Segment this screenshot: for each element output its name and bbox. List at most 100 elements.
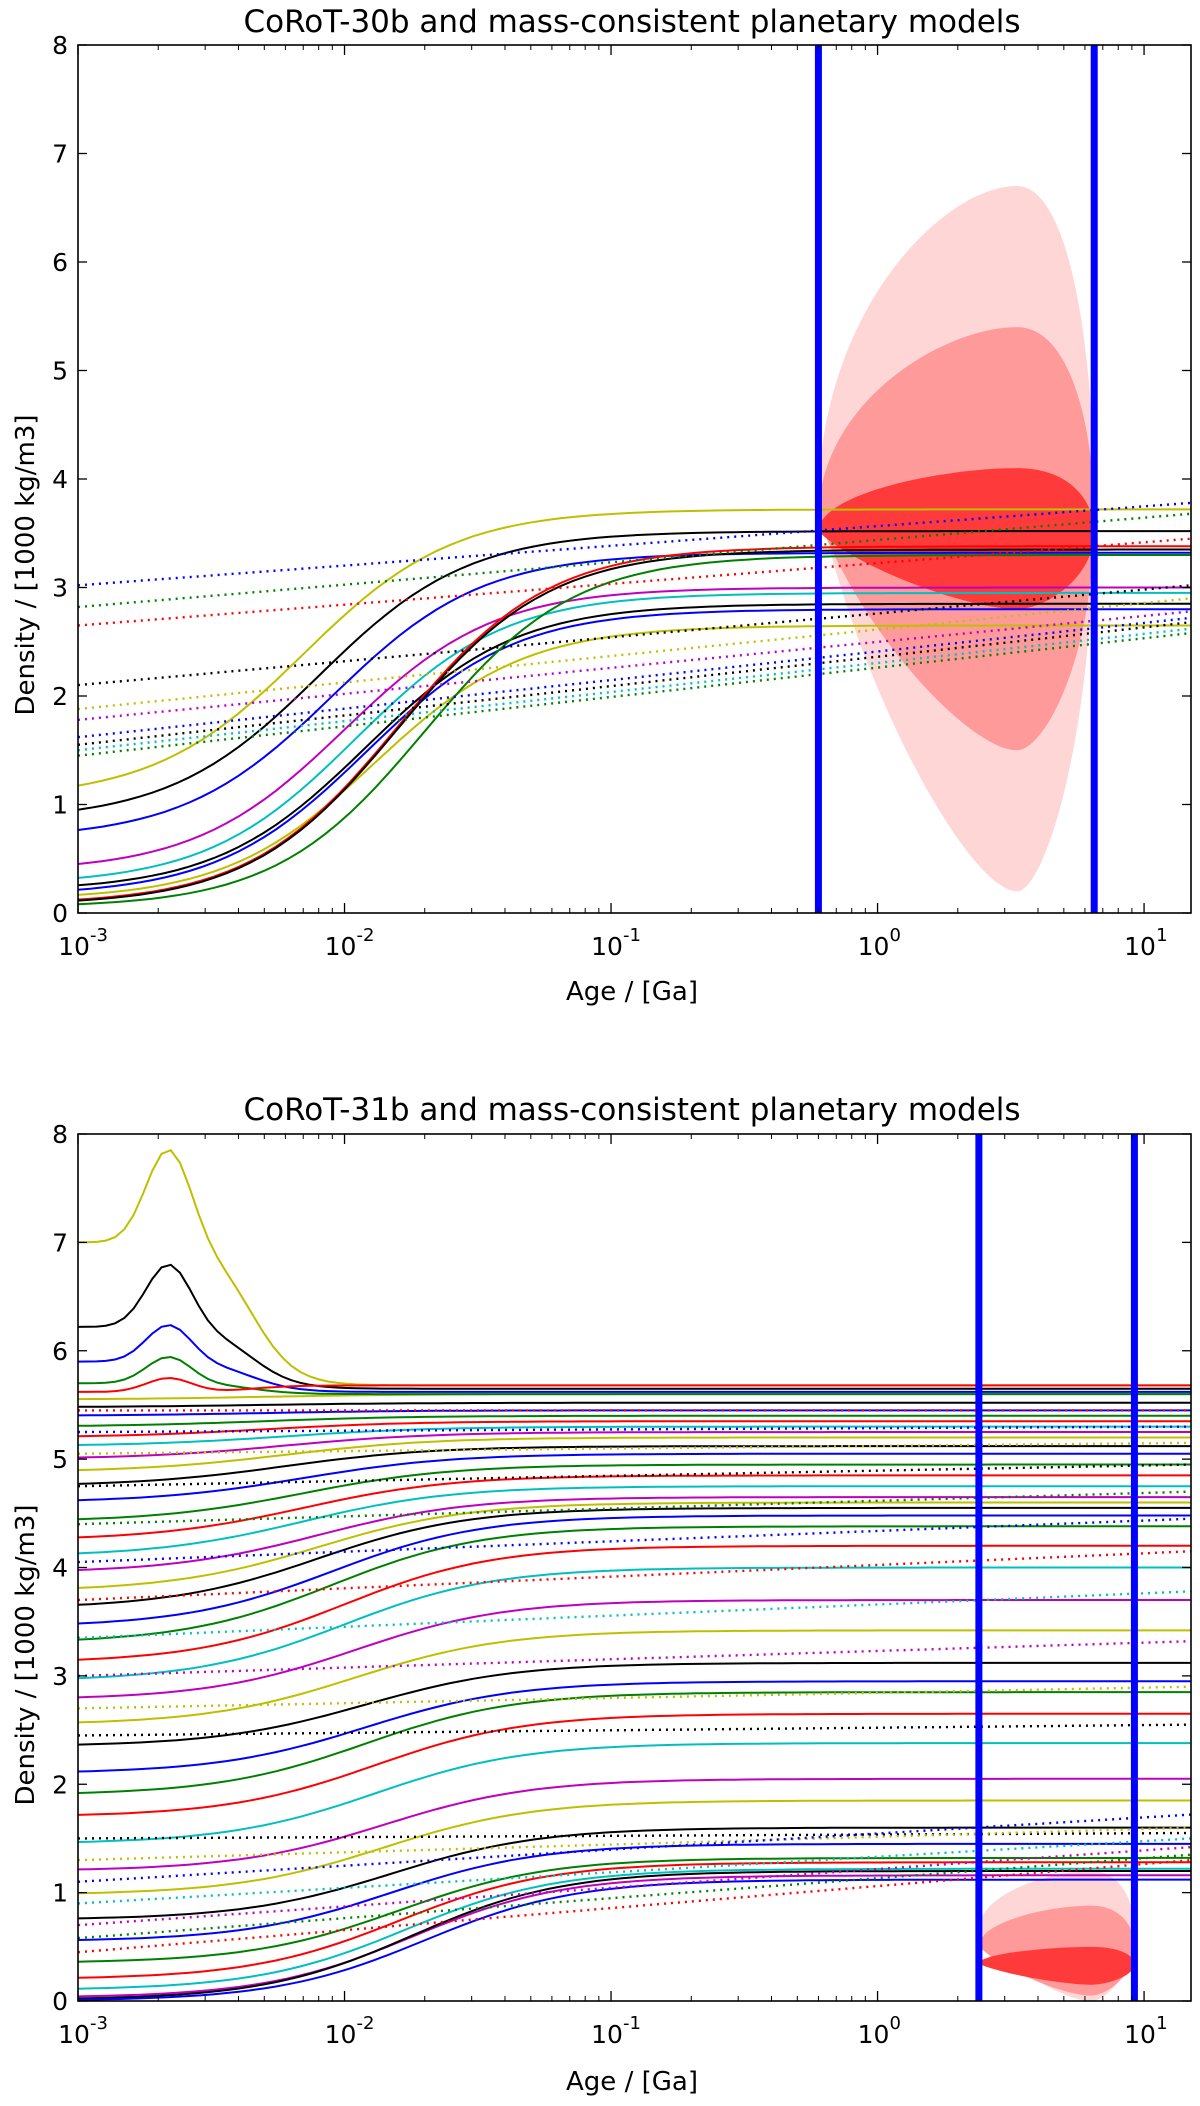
series-line [78, 1685, 1191, 1710]
y-tick-label: 3 [52, 574, 68, 603]
y-tick-label: 3 [52, 1662, 68, 1691]
series-line [78, 1712, 1191, 1816]
x-axis-label: Age / [Ga] [566, 977, 698, 1007]
series-line [78, 1842, 1191, 1941]
y-tick-label: 1 [52, 791, 68, 820]
series-line [78, 608, 1191, 891]
series-line [78, 1861, 1191, 1979]
x-axis-label: Age / [Ga] [566, 2067, 698, 2097]
series-line [78, 1401, 1191, 1408]
x-tick-label: 10 [591, 2020, 623, 2049]
y-tick-label: 4 [52, 1554, 68, 1583]
plot-area [78, 45, 1191, 913]
series-line [78, 1436, 1191, 1472]
x-tick-label: 10 [58, 932, 90, 961]
series-line [78, 530, 1191, 811]
series-line [78, 1463, 1191, 1521]
x-tick-exponent: -3 [90, 2013, 108, 2034]
series-line [78, 1452, 1191, 1502]
x-tick-exponent: 1 [1156, 2013, 1167, 2034]
series-line [78, 1599, 1191, 1699]
y-tick-label: 6 [52, 248, 68, 277]
series-line [78, 1867, 1191, 1990]
chart-corot-31b: CoRoT-31b and mass-consistent planetary … [11, 1092, 1192, 2097]
series-line [78, 1544, 1191, 1661]
y-tick-label: 0 [52, 1987, 68, 2016]
series-line [78, 624, 1191, 896]
y-tick-label: 4 [52, 465, 68, 494]
series-line [78, 591, 1191, 879]
series-line [78, 508, 1191, 787]
series-line [78, 1870, 1191, 2000]
y-tick-label: 1 [52, 1879, 68, 1908]
density-region-inner [818, 468, 1095, 610]
y-tick-label: 7 [52, 1228, 68, 1257]
series-line [78, 1691, 1191, 1794]
series-line [78, 1878, 1191, 2001]
series-line [78, 1831, 1191, 1840]
series-line [78, 1514, 1191, 1625]
series-line [78, 1485, 1191, 1555]
x-tick-exponent: 0 [890, 2013, 901, 2034]
chart-title: CoRoT-31b and mass-consistent planetary … [243, 1092, 1020, 1128]
x-tick-exponent: -3 [90, 925, 108, 946]
y-tick-label: 8 [52, 1120, 68, 1149]
series-line [78, 586, 1191, 865]
x-tick-exponent: 0 [890, 925, 901, 946]
series-line [78, 584, 1191, 687]
x-tick-label: 10 [858, 932, 890, 961]
y-tick-label: 2 [52, 1770, 68, 1799]
series-line [78, 1517, 1191, 1564]
plot-area [78, 1134, 1191, 2001]
series-line [78, 1525, 1191, 1641]
series-line-peaked [78, 1324, 1191, 1393]
series-line [78, 1445, 1191, 1485]
series-line [78, 1550, 1191, 1602]
chart-title: CoRoT-30b and mass-consistent planetary … [243, 4, 1020, 40]
x-tick-label: 10 [1124, 2020, 1156, 2049]
x-tick-label: 10 [58, 2020, 90, 2049]
y-tick-label: 6 [52, 1337, 68, 1366]
x-tick-label: 10 [325, 932, 357, 961]
series-line [78, 1501, 1191, 1589]
x-tick-exponent: -2 [357, 2013, 375, 2034]
x-tick-label: 10 [591, 932, 623, 961]
x-tick-label: 10 [325, 2020, 357, 2049]
series-line [78, 1661, 1191, 1746]
series-line [78, 1431, 1191, 1459]
series-line [78, 1723, 1191, 1737]
series-line [78, 1420, 1191, 1438]
series-line-peaked [78, 1263, 1191, 1390]
series-line [78, 1742, 1191, 1843]
series-line [78, 602, 1191, 887]
x-tick-exponent: -2 [357, 925, 375, 946]
y-axis-label: Density / [1000 kg/m3] [11, 1504, 41, 1805]
series-line [78, 1826, 1191, 1920]
series-line [78, 1506, 1191, 1606]
series-line [78, 545, 1191, 901]
series-line [78, 1680, 1191, 1773]
series-line [78, 1474, 1191, 1539]
series-line-peaked [78, 1376, 1191, 1393]
series-line [78, 1874, 1191, 1998]
density-region-inner [978, 1946, 1135, 1985]
chart-corot-30b: CoRoT-30b and mass-consistent planetary … [11, 4, 1192, 1007]
series-line-peaked [78, 1355, 1191, 1396]
series-line [78, 1425, 1191, 1446]
series-line [78, 1777, 1191, 1871]
x-tick-label: 10 [1124, 932, 1156, 961]
x-tick-exponent: -1 [623, 2013, 641, 2034]
series-line [78, 610, 1191, 722]
x-tick-exponent: -1 [623, 925, 641, 946]
series-line [78, 1409, 1191, 1417]
y-tick-label: 5 [52, 357, 68, 386]
x-tick-label: 10 [858, 2020, 890, 2049]
series-line [78, 1566, 1191, 1680]
series-line [78, 551, 1191, 831]
series-line-peaked [78, 1148, 1191, 1387]
y-tick-label: 5 [52, 1445, 68, 1474]
y-tick-label: 7 [52, 140, 68, 169]
series-line [78, 554, 1191, 906]
